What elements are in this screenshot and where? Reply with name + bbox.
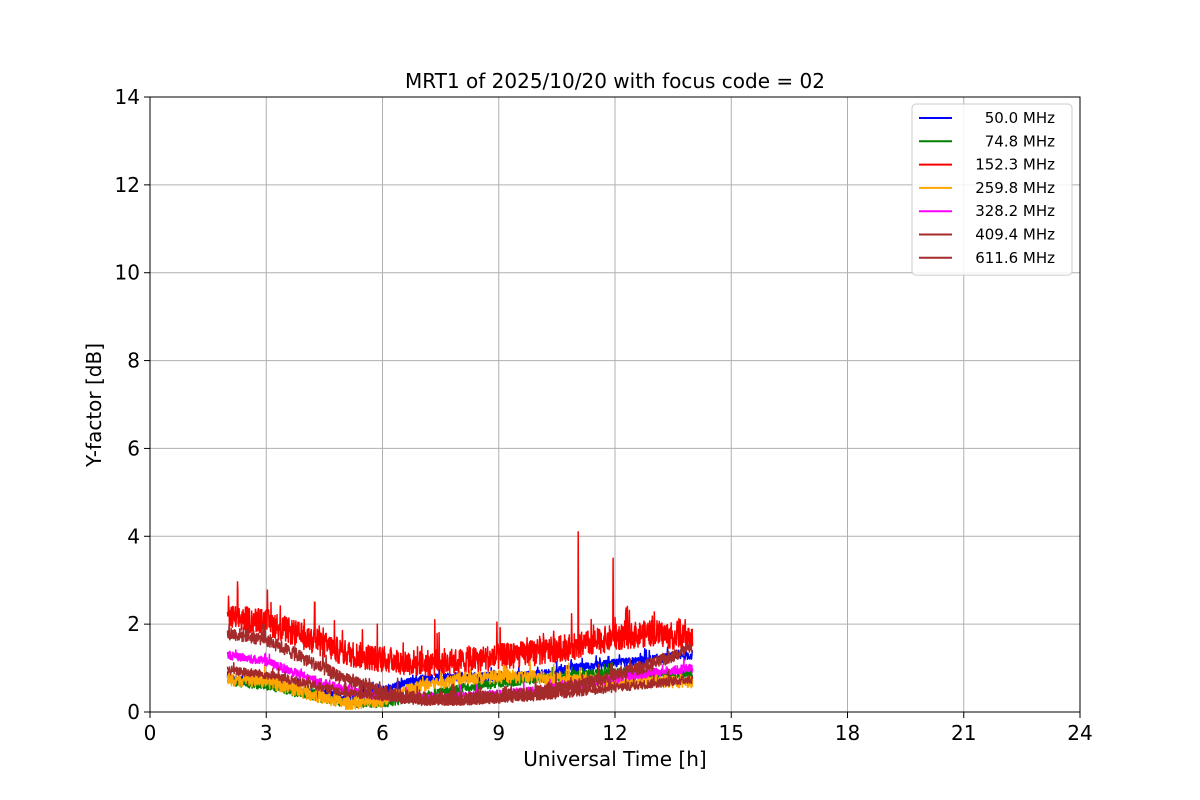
chart-title: MRT1 of 2025/10/20 with focus code = 02 [405,69,825,93]
legend: 50.0 MHz 74.8 MHz 152.3 MHz 259.8 MHz 328.2 … [911,103,1073,276]
legend-label: 74.8 MHz [985,132,1055,150]
series-line-152-3-mhz [226,531,694,677]
legend-label: 409.4 MHz [975,226,1055,244]
x-tick-label: 24 [1067,721,1092,745]
x-tick-label: 0 [144,721,157,745]
x-axis-label: Universal Time [h] [523,747,706,771]
x-tick-label: 3 [260,721,273,745]
x-tick-label: 21 [951,721,976,745]
y-axis-label: Y-factor [dB] [82,343,106,468]
y-tick-label: 12 [115,173,140,197]
legend-label: 611.6 MHz [975,249,1055,267]
x-tick-label: 12 [602,721,627,745]
y-tick-label: 0 [127,700,140,724]
y-tick-label: 14 [115,85,140,109]
series-line-409-4-mhz [226,661,694,707]
legend-label: 152.3 MHz [975,156,1055,174]
series-line-611-6-mhz [226,623,694,707]
y-tick-label: 8 [127,349,140,373]
x-tick-label: 6 [376,721,389,745]
x-tick-label: 18 [835,721,860,745]
y-tick-label: 4 [127,524,140,548]
y-tick-label: 10 [115,261,140,285]
legend-label: 328.2 MHz [975,202,1055,220]
y-tick-label: 2 [127,612,140,636]
x-tick-label: 9 [492,721,505,745]
x-tick-label: 15 [719,721,744,745]
legend-label: 259.8 MHz [975,179,1055,197]
legend-box [911,103,1073,276]
y-tick-label: 6 [127,436,140,460]
series-layer [226,531,694,711]
legend-label: 50.0 MHz [985,109,1055,127]
